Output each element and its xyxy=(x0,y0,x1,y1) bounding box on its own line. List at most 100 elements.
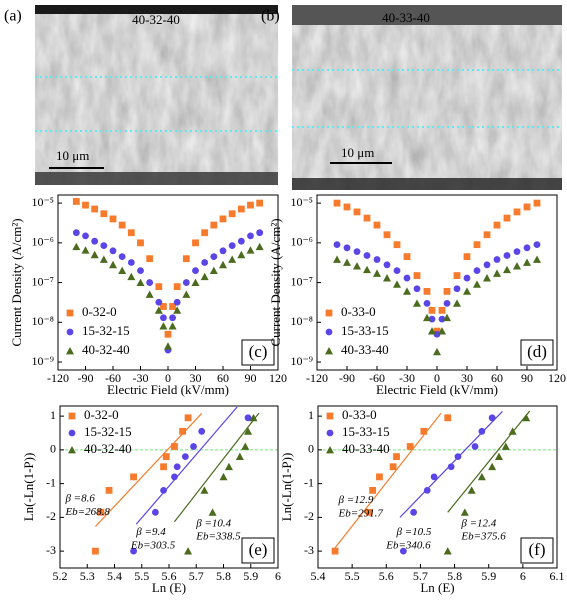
legend-marker xyxy=(68,412,76,420)
marker xyxy=(127,229,135,237)
marker xyxy=(219,247,227,255)
marker xyxy=(235,452,244,461)
marker xyxy=(184,547,193,555)
marker xyxy=(237,205,245,213)
x-tick-label: 30 xyxy=(461,371,473,385)
marker xyxy=(137,239,144,247)
marker xyxy=(169,314,176,322)
y-tick-label: 0 xyxy=(50,442,56,456)
marker xyxy=(389,463,397,471)
marker xyxy=(373,256,381,263)
marker xyxy=(155,283,163,291)
scale-label: 10 μm xyxy=(341,145,374,160)
eb-annotation: Eb=375.6 xyxy=(460,530,506,542)
marker xyxy=(473,280,481,288)
marker xyxy=(171,473,178,481)
marker xyxy=(97,508,105,516)
marker xyxy=(72,229,80,237)
legend-label: 15-33-15 xyxy=(341,323,389,338)
legend-marker xyxy=(325,347,333,355)
marker xyxy=(503,265,511,274)
marker xyxy=(182,255,190,263)
marker xyxy=(463,253,471,261)
sem-texture xyxy=(292,5,562,190)
marker xyxy=(353,262,361,270)
y-tick-label: -1 xyxy=(304,475,314,489)
y-tick-label: 10⁻⁹ xyxy=(31,354,54,368)
marker xyxy=(210,253,218,261)
sem-edge xyxy=(35,5,278,14)
marker xyxy=(523,244,531,252)
x-tick-label: 0 xyxy=(165,371,171,385)
x-tick-label: -120 xyxy=(306,371,328,385)
x-tick-label: 5.6 xyxy=(379,569,394,583)
marker xyxy=(353,248,361,256)
y-tick-label: -2 xyxy=(304,509,314,523)
marker xyxy=(109,260,117,269)
marker xyxy=(443,287,451,295)
sem-image: (a) 40-32-40 10 μm xyxy=(4,5,278,185)
marker xyxy=(444,414,452,422)
y-tick-label: 10⁻⁸ xyxy=(31,314,54,328)
marker xyxy=(430,473,438,481)
x-tick-label: 5.4 xyxy=(311,569,326,583)
marker xyxy=(100,210,108,218)
marker xyxy=(130,473,137,481)
marker xyxy=(159,322,168,330)
marker xyxy=(447,463,455,471)
marker xyxy=(493,269,501,277)
marker xyxy=(99,255,108,263)
marker xyxy=(463,274,471,282)
plot-frame xyxy=(316,194,558,371)
marker xyxy=(393,453,400,461)
legend-label: 15-32-15 xyxy=(82,323,130,338)
marker xyxy=(256,229,264,237)
marker xyxy=(383,231,391,239)
beta-annotation: β =12.4 xyxy=(460,518,496,530)
sem-edge xyxy=(292,5,562,25)
legend-marker xyxy=(326,429,334,437)
fit-line xyxy=(447,410,531,513)
x-tick-label: 5.7 xyxy=(189,569,204,583)
marker xyxy=(513,248,521,256)
x-tick-label: 30 xyxy=(190,371,202,385)
marker xyxy=(478,427,486,435)
marker xyxy=(403,287,411,295)
marker xyxy=(501,442,510,450)
beta-annotation: β =10.5 xyxy=(396,526,432,538)
marker xyxy=(160,303,167,310)
marker xyxy=(109,247,117,255)
marker xyxy=(244,427,253,435)
x-axis-label: Electric Field (kV/mm) xyxy=(376,382,498,397)
marker xyxy=(118,221,126,229)
marker xyxy=(513,262,521,270)
marker xyxy=(413,285,421,293)
marker xyxy=(503,214,511,222)
y-tick-label: 1 xyxy=(308,408,314,422)
y-axis-label: Ln(-Ln(1-P)) xyxy=(21,453,36,522)
marker xyxy=(369,486,377,494)
marker xyxy=(463,287,471,295)
x-tick-label: 120 xyxy=(548,371,566,385)
fit-line xyxy=(173,412,260,523)
x-tick-label: 5.5 xyxy=(345,569,360,583)
marker xyxy=(127,259,135,266)
marker xyxy=(488,414,496,422)
panel-label: (b) xyxy=(261,8,280,25)
marker xyxy=(413,299,421,307)
marker xyxy=(92,547,99,555)
legend-label: 40-32-40 xyxy=(84,441,132,456)
y-tick-label: 0 xyxy=(308,442,314,456)
marker xyxy=(443,313,451,322)
marker xyxy=(453,285,461,293)
marker xyxy=(81,246,90,254)
panel-label: (c) xyxy=(249,342,268,361)
plot-frame xyxy=(317,405,558,569)
sem-image: (b) 40-33-40 10 μm xyxy=(261,5,562,190)
marker xyxy=(523,258,531,266)
marker xyxy=(365,508,373,516)
marker xyxy=(201,229,209,237)
marker xyxy=(118,266,127,275)
marker xyxy=(333,255,341,263)
